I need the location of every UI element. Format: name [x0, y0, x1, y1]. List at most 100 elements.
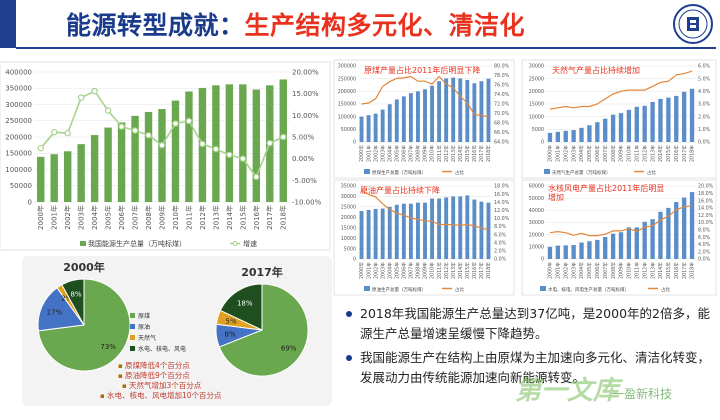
pie-legend-swatch [130, 324, 135, 329]
y-tick-right: 0.0% [698, 140, 711, 146]
bar [571, 130, 576, 142]
y-tick-left: 25000 [341, 205, 356, 211]
bar [674, 202, 679, 259]
bar [279, 79, 287, 202]
x-tick: 2005年 [586, 262, 593, 279]
pie-value-label: 18% [237, 299, 253, 307]
x-tick: 2016年 [471, 145, 478, 162]
y-tick-left: 50000 [529, 196, 544, 202]
bar [472, 199, 477, 259]
bar [387, 104, 392, 142]
bar [642, 221, 647, 259]
bar [380, 208, 385, 259]
line-point [199, 140, 206, 148]
x-tick: 2017年 [681, 145, 688, 162]
x-tick: 2001年 [555, 262, 562, 279]
bar [430, 198, 434, 259]
pie-value-label: 5% [226, 318, 237, 326]
x-tick: 2003年 [570, 262, 577, 279]
legend-bar-label: 原油生产总量（万吨标煤） [372, 286, 426, 293]
y-tick-right: 4.0% [698, 242, 711, 248]
x-tick: 2013年 [211, 205, 220, 230]
y-tick-right: 66.0% [494, 130, 510, 136]
bar [444, 197, 449, 259]
bar [634, 227, 639, 259]
note-marker: ▪ [118, 362, 123, 370]
pie-panel: 2000年73%17%2%8%2017年69%8%5%18%原煤原油天然气水电、… [22, 256, 332, 406]
y-tick-right: 5.00% [292, 133, 315, 141]
y-tick-left: 10000 [529, 245, 544, 251]
line-point [185, 117, 193, 125]
x-tick: 2002年 [372, 145, 379, 162]
y-tick-left: 35000 [341, 184, 356, 190]
bar [423, 89, 427, 142]
bar [394, 204, 399, 259]
x-tick: 2013年 [649, 145, 656, 162]
bar [458, 196, 463, 259]
x-tick: 2015年 [665, 262, 672, 279]
chart-title: 原油产量占比持续下降 [360, 185, 440, 195]
legend-bar-swatch [544, 169, 550, 174]
y-tick-right: 12.0% [494, 208, 510, 214]
bar [63, 151, 72, 202]
chart-title: 天然气产量占比持续增加 [552, 65, 640, 75]
y-tick-left: 200000 [5, 133, 32, 141]
x-tick: 2003年 [379, 262, 386, 279]
x-tick: 2000年 [358, 262, 365, 279]
bar [626, 227, 632, 259]
y-tick-right: 8.0% [494, 224, 507, 230]
series-line [361, 75, 489, 118]
x-tick: 2001年 [365, 262, 372, 279]
y-tick-right: 10.00% [292, 112, 319, 120]
legend-line-marker [232, 241, 238, 246]
bar [458, 78, 463, 142]
bar [144, 111, 153, 202]
y-tick-right: 6.0% [494, 232, 507, 238]
bar [674, 95, 679, 142]
bar [408, 93, 413, 142]
bar [571, 245, 576, 259]
y-tick-left: 0 [353, 257, 356, 263]
bar [158, 109, 166, 202]
x-tick: 2008年 [610, 262, 617, 279]
bar [437, 81, 442, 142]
bar [603, 118, 608, 142]
title-sub: 生产结构多元化、清洁化 [244, 11, 526, 40]
title-separator: ： [219, 11, 245, 40]
chart-oil-production: 050001000015000200002500030000350000.0%2… [333, 179, 515, 296]
x-tick: 2018年 [689, 262, 696, 279]
bar [373, 113, 378, 142]
x-tick: 2013年 [450, 145, 457, 162]
bar [423, 202, 427, 259]
y-tick-left: 30000 [341, 194, 356, 200]
x-tick: 2007年 [602, 145, 609, 162]
note-marker: ▪ [122, 382, 127, 390]
bar [666, 207, 671, 259]
x-tick: 2001年 [50, 205, 59, 230]
bar [437, 198, 442, 259]
pie-value-label: 2% [61, 294, 72, 302]
legend-bar-label: 我国能源生产总量（万吨标煤） [88, 239, 186, 248]
pie-legend-label: 原油 [138, 323, 150, 331]
y-tick-right: 74.0% [494, 92, 510, 98]
note-marker: ▪ [100, 392, 105, 400]
bullet-dot [346, 311, 352, 317]
bar [366, 115, 371, 142]
x-tick: 2000年 [547, 262, 554, 279]
bar [486, 202, 491, 259]
y-tick-right: 4.0% [698, 89, 711, 95]
pie-legend-label: 天然气 [138, 334, 156, 342]
y-tick-left: 20000 [341, 215, 356, 221]
legend-bar-label: 天然气生产总量（万吨标煤） [552, 169, 611, 176]
line-point [91, 87, 98, 95]
bar [547, 246, 553, 259]
line-point [77, 94, 85, 101]
chart-pie-2017: 2017年 69% 8% 5% 18% [215, 265, 309, 377]
y-tick-right: 2.0% [494, 249, 507, 255]
bullet-dot [346, 355, 352, 361]
y-tick-left: 0 [353, 140, 356, 146]
pie-legend-swatch [130, 335, 135, 340]
line-point [131, 127, 139, 134]
pie-value-label: 69% [281, 345, 297, 353]
y-tick-left: 250000 [338, 76, 356, 82]
